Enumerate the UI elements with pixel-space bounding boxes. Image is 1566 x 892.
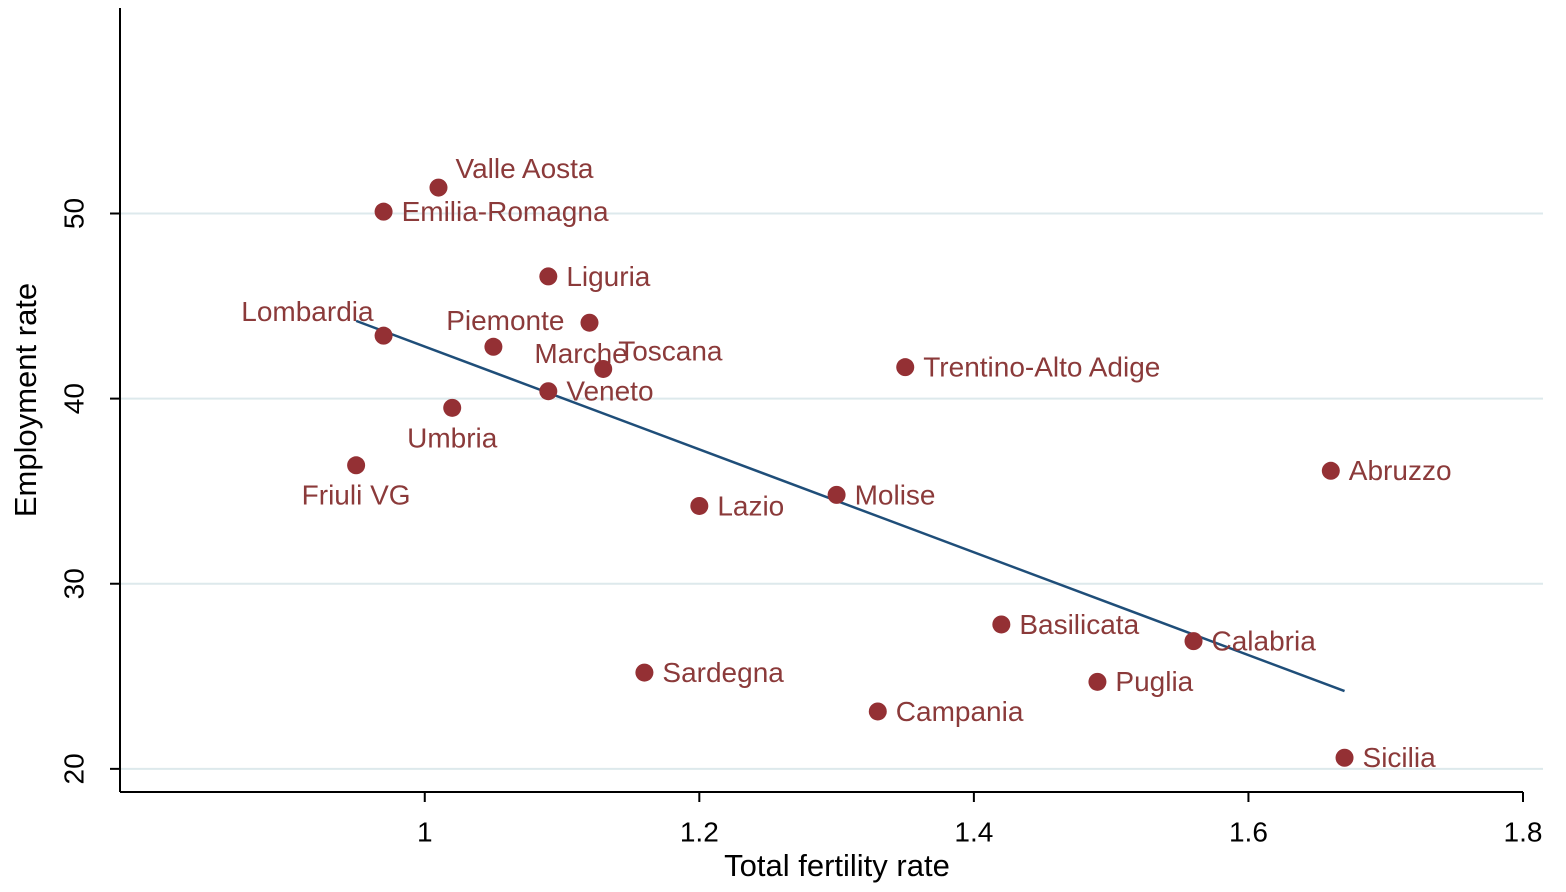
point-label: Puglia [1115, 666, 1193, 697]
x-axis-title: Total fertility rate [724, 848, 950, 883]
point [484, 337, 503, 356]
x-tick-label: 1.6 [1229, 816, 1268, 847]
point [374, 202, 393, 221]
point [580, 313, 599, 332]
point-label: Valle Aosta [455, 153, 593, 184]
point [1184, 632, 1203, 651]
point [868, 702, 887, 721]
point-label: Molise [855, 479, 936, 510]
point [896, 358, 915, 377]
y-axis-title: Employment rate [8, 283, 43, 517]
point-label: Sicilia [1363, 742, 1437, 773]
point [594, 359, 613, 378]
point [1321, 461, 1340, 480]
x-tick-label: 1.4 [954, 816, 993, 847]
point [539, 382, 558, 401]
y-tick-label: 30 [58, 568, 89, 599]
fit-line [355, 319, 1345, 693]
point-label: Sardegna [662, 657, 784, 688]
point [1088, 672, 1107, 691]
point-label: Friuli VG [302, 480, 411, 511]
point-label: Trentino-Alto Adige [923, 352, 1160, 383]
point [443, 398, 462, 417]
point-label: Marche [534, 338, 627, 369]
point-label: Liguria [566, 261, 650, 292]
point-label: Lombardia [241, 296, 374, 327]
x-tick-label: 1.8 [1504, 816, 1543, 847]
point-label: Piemonte [446, 305, 564, 336]
x-tick-label: 1 [417, 816, 433, 847]
point [690, 496, 709, 515]
point-label: Campania [896, 696, 1024, 727]
point-label: Toscana [618, 335, 723, 366]
point [992, 615, 1011, 634]
point-label: Calabria [1212, 626, 1317, 657]
point-label: Umbria [407, 422, 498, 453]
point [539, 267, 558, 286]
point-label: Lazio [717, 490, 784, 521]
point [1335, 748, 1354, 767]
point [429, 178, 448, 197]
point-label: Basilicata [1019, 609, 1139, 640]
point-label: Abruzzo [1349, 455, 1452, 486]
y-tick-label: 50 [58, 198, 89, 229]
point [635, 663, 654, 682]
point [374, 326, 393, 345]
point [827, 485, 846, 504]
point-label: Emilia-Romagna [402, 196, 609, 227]
point [347, 456, 366, 475]
point-label: Veneto [566, 376, 653, 407]
x-tick-label: 1.2 [680, 816, 719, 847]
y-tick-label: 40 [58, 383, 89, 414]
y-tick-label: 20 [58, 753, 89, 784]
